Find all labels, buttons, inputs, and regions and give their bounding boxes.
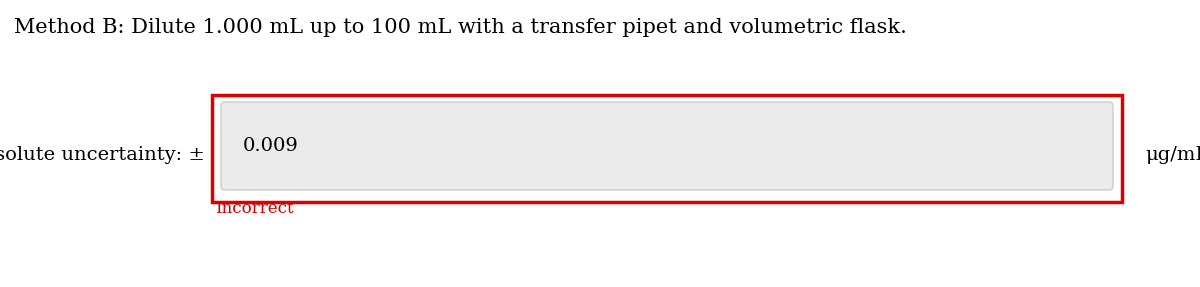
Bar — [212, 95, 1122, 202]
FancyBboxPatch shape — [221, 102, 1114, 190]
Text: μg/mL: μg/mL — [1145, 146, 1200, 164]
Text: 0.009: 0.009 — [242, 137, 299, 155]
Text: absolute uncertainty: ±: absolute uncertainty: ± — [0, 146, 205, 164]
Text: Incorrect: Incorrect — [215, 200, 294, 217]
Text: Method B: Dilute 1.000 mL up to 100 mL with a transfer pipet and volumetric flas: Method B: Dilute 1.000 mL up to 100 mL w… — [14, 18, 907, 37]
